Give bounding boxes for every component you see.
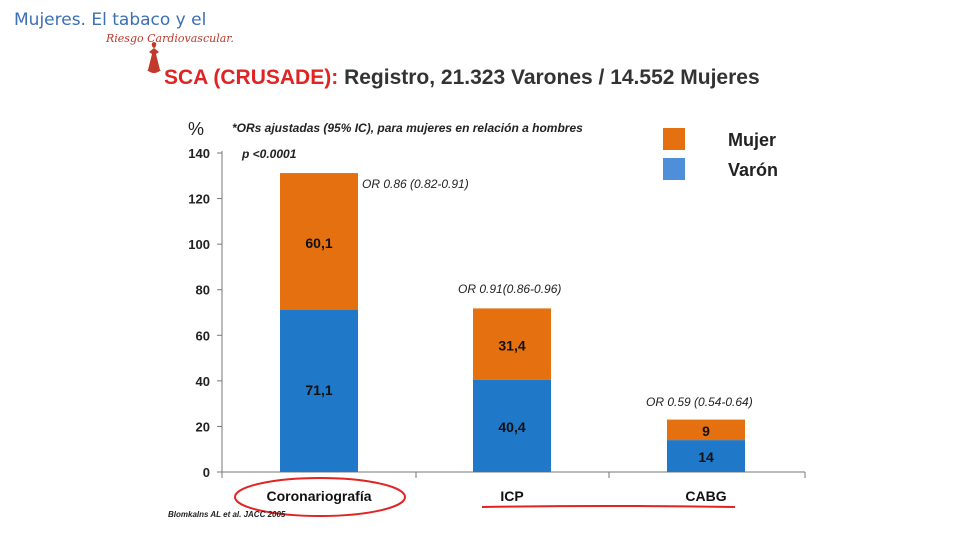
- legend-label: Varón: [728, 160, 778, 180]
- bar-mujer: [667, 419, 745, 441]
- odds-ratio-label: OR 0.91(0.86-0.96): [458, 282, 561, 296]
- red-circle-annotation: [234, 477, 406, 517]
- odds-ratio-label: OR 0.86 (0.82-0.91): [362, 177, 469, 191]
- x-category-label: CABG: [685, 488, 726, 504]
- slide-title-part1: SCA (CRUSADE):: [164, 66, 339, 89]
- x-category-label: ICP: [500, 488, 523, 504]
- legend-label: Mujer: [728, 130, 776, 150]
- bar-mujer: [473, 308, 551, 380]
- legend-swatch: [663, 128, 685, 150]
- slide-title-part2: Registro, 21.323 Varones / 14.552 Mujere…: [344, 66, 760, 89]
- or-adjusted-note: *ORs ajustadas (95% IC), para mujeres en…: [232, 121, 583, 135]
- odds-ratio-label: OR 0.59 (0.54-0.64): [646, 395, 753, 409]
- y-tick-label: 40: [196, 374, 210, 389]
- bar-value-mujer: 31,4: [498, 337, 525, 353]
- bar-value-varon: 71,1: [305, 382, 332, 398]
- y-tick-label: 100: [188, 237, 210, 252]
- legend-swatch: [663, 158, 685, 180]
- y-tick-labels: 0 20 40 60 80 100 120 140: [188, 146, 210, 480]
- chart-labels: 71,1 60,1 OR 0.86 (0.82-0.91) Coronariograf…: [266, 177, 752, 504]
- x-category-label: Coronariografía: [266, 488, 371, 504]
- y-tick-label: 80: [196, 283, 210, 298]
- citation-text: Blomkalns AL et al. JACC 2005: [168, 510, 286, 519]
- y-tick-label: 20: [196, 419, 210, 434]
- y-tick-label: 0: [203, 465, 210, 480]
- bar-varon: [280, 309, 358, 472]
- bar-value-varon: 14: [698, 449, 714, 465]
- y-tick-label: 60: [196, 328, 210, 343]
- y-axis-unit-label: %: [188, 119, 204, 139]
- bar-value-mujer: 9: [702, 423, 710, 439]
- flamenco-dancer-logo: [147, 42, 161, 73]
- p-value-label: p <0.0001: [241, 147, 297, 161]
- y-tick-label: 120: [188, 192, 210, 207]
- bar-varon: [667, 440, 745, 472]
- slide-title: SCA (CRUSADE): Registro, 21.323 Varones …: [164, 66, 760, 90]
- bar-value-varon: 40,4: [498, 419, 525, 435]
- header-script-subtitle: Riesgo Cardiovascular.: [106, 32, 234, 45]
- red-underline-annotation: [481, 505, 736, 508]
- red-annotations: [234, 477, 736, 517]
- bar-value-mujer: 60,1: [305, 235, 332, 251]
- bar-varon: [473, 379, 551, 472]
- y-tick-label: 140: [188, 146, 210, 161]
- bar-mujer: [280, 173, 358, 310]
- chart-legend: Mujer Varón: [663, 128, 778, 180]
- chart-bars: [280, 173, 745, 472]
- header-title: Mujeres. El tabaco y el: [14, 10, 207, 30]
